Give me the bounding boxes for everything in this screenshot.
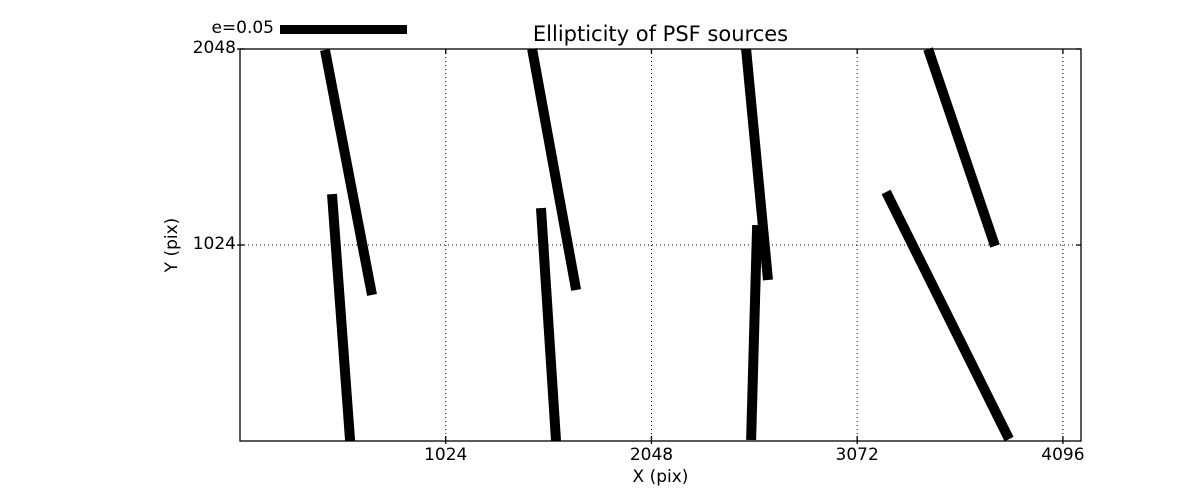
psf-whisker-6 — [746, 224, 763, 441]
psf-whisker-2 — [327, 193, 356, 442]
psf-whisker-3 — [527, 48, 582, 291]
psf-whisker-5 — [741, 48, 773, 281]
y-tick-label-1024: 1024 — [192, 234, 236, 254]
psf-whisker-4 — [535, 207, 562, 442]
x-axis-label: X (pix) — [632, 467, 689, 487]
chart-title: Ellipticity of PSF sources — [532, 22, 789, 46]
x-tick-label-1024: 1024 — [424, 445, 468, 465]
y-axis-label: Y (pix) — [162, 217, 182, 273]
psf-whisker-7 — [923, 47, 1000, 248]
x-tick-label-2048: 2048 — [629, 445, 674, 465]
legend-scale-bar — [280, 25, 407, 34]
x-tick-label-3072: 3072 — [835, 445, 879, 465]
psf-whisker-8 — [881, 189, 1014, 442]
x-tick-label-4096: 4096 — [1041, 445, 1085, 465]
legend-scale-label: e=0.05 — [211, 18, 274, 38]
psf-whisker-1 — [320, 49, 377, 296]
y-tick-label-2048: 2048 — [192, 38, 236, 58]
